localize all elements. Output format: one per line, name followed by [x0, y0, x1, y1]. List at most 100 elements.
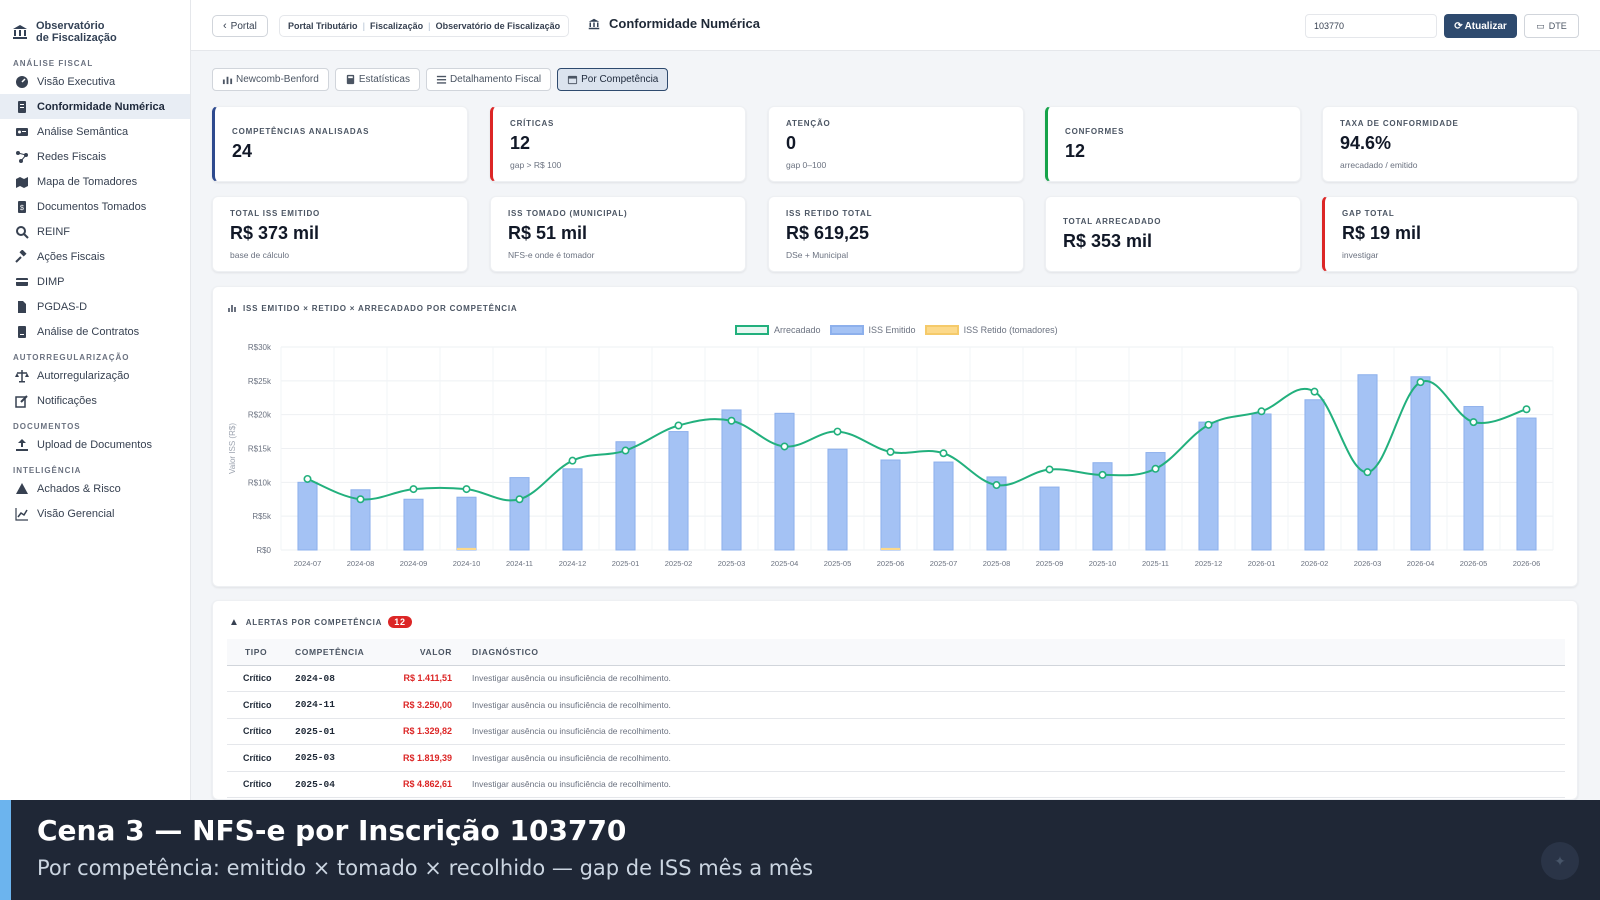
- sidebar-item-documentos-tomados[interactable]: $ Documentos Tomados: [0, 194, 190, 219]
- kpi-card: TAXA DE CONFORMIDADE 94.6% arrecadado / e…: [1322, 106, 1578, 182]
- cell-diagnostico: Investigar ausência ou insuficiência de …: [472, 744, 1565, 772]
- table-row[interactable]: Crítico 2025-04 R$ 4.862,61 Investigar a…: [227, 771, 1565, 798]
- legend-label: ISS Emitido: [868, 325, 916, 335]
- sidebar: Observatório de Fiscalização ANÁLISE FISC…: [0, 0, 191, 900]
- bar-iss-emitido: [1357, 374, 1378, 551]
- sidebar-item-achados-risco[interactable]: Achados & Risco: [0, 476, 190, 501]
- x-tick-label: 2026-06: [1513, 559, 1541, 568]
- point-arrecadado: [727, 416, 736, 425]
- cell-valor: R$ 3.250,00: [390, 691, 472, 719]
- sidebar-item-analise-de-contratos[interactable]: Análise de Contratos: [0, 319, 190, 344]
- y-tick-label: R$20k: [248, 411, 272, 420]
- kpi-sub: DSe + Municipal: [786, 249, 849, 260]
- list-icon: [436, 75, 447, 84]
- sidebar-item-pgdas-d[interactable]: PGDAS-D: [0, 294, 190, 319]
- x-tick-label: 2024-10: [453, 559, 481, 568]
- brand[interactable]: Observatório de Fiscalização: [0, 0, 190, 50]
- tab-newcomb-benford[interactable]: Newcomb-Benford: [212, 68, 329, 91]
- sidebar-item-redes-fiscais[interactable]: Redes Fiscais: [0, 144, 190, 169]
- legend-item-iss-emitido[interactable]: ISS Emitido: [829, 325, 916, 335]
- table-row[interactable]: Crítico 2024-11 R$ 3.250,00 Investigar a…: [227, 691, 1565, 719]
- sidebar-item-acoes-fiscais[interactable]: Ações Fiscais: [0, 244, 190, 269]
- tab-estatisticas[interactable]: Estatísticas: [334, 68, 420, 91]
- cell-valor: R$ 1.819,39: [390, 744, 472, 772]
- network-icon: [16, 150, 28, 163]
- y-tick-label: R$15k: [248, 445, 272, 454]
- breadcrumb-item[interactable]: Portal Tributário: [288, 21, 358, 31]
- page-title: Conformidade Numérica: [588, 16, 760, 31]
- tab-label: Detalhamento Fiscal: [449, 74, 542, 85]
- bar-iss-emitido: [297, 481, 318, 551]
- sidebar-item-autorregularizacao[interactable]: Autorregularização: [0, 363, 190, 388]
- calendar-icon: [568, 75, 578, 85]
- bar-iss-emitido: [1410, 376, 1431, 551]
- point-arrecadado: [1098, 470, 1107, 479]
- alerts-count-badge: 12: [388, 616, 412, 628]
- legend-label: ISS Retido (tomadores): [963, 325, 1058, 335]
- table-row[interactable]: Crítico 2024-08 R$ 1.411,51 Investigar a…: [227, 665, 1565, 692]
- sidebar-item-mapa-de-tomadores[interactable]: Mapa de Tomadores: [0, 169, 190, 194]
- dte-button[interactable]: ▭ DTE: [1524, 14, 1579, 38]
- kpi-label: TOTAL ARRECADADO: [1063, 216, 1162, 226]
- table-row[interactable]: Crítico 2025-01 R$ 1.329,82 Investigar a…: [227, 718, 1565, 745]
- id-card-icon: [16, 127, 28, 136]
- chart-icon: [228, 305, 236, 312]
- portal-label: Portal: [230, 20, 257, 32]
- kpi-sub: gap 0–100: [786, 159, 827, 170]
- sidebar-item-visao-executiva[interactable]: Visão Executiva: [0, 69, 190, 94]
- help-fab[interactable]: ✦: [1541, 842, 1579, 880]
- col-competencia[interactable]: COMPETÊNCIA: [295, 639, 390, 666]
- x-tick-label: 2024-12: [559, 559, 587, 568]
- sidebar-item-label: Visão Gerencial: [37, 507, 115, 520]
- cell-tipo: Crítico: [227, 771, 295, 798]
- cell-diagnostico: Investigar ausência ou insuficiência de …: [472, 665, 1565, 692]
- sidebar-section-label: ANÁLISE FISCAL: [13, 59, 94, 68]
- kpi-label: COMPETÊNCIAS ANALISADAS: [232, 126, 370, 136]
- breadcrumb-item[interactable]: Fiscalização: [370, 21, 424, 31]
- upload-icon: [16, 438, 28, 451]
- sidebar-item-analise-semantica[interactable]: Análise Semântica: [0, 119, 190, 144]
- sidebar-item-visao-gerencial[interactable]: Visão Gerencial: [0, 501, 190, 526]
- iss-chart: R$0 R$5k R$10k R$15k R$20k R$25k R$30k Valor IS…: [228, 343, 1554, 568]
- sidebar-item-dimp[interactable]: DIMP: [0, 269, 190, 294]
- sidebar-item-conformidade-numerica[interactable]: Conformidade Numérica: [0, 94, 190, 119]
- sidebar-item-reinf[interactable]: REINF: [0, 219, 190, 244]
- legend-item-arrecadado[interactable]: Arrecadado: [735, 325, 821, 335]
- bar-iss-emitido: [403, 498, 424, 551]
- kpi-label: CONFORMES: [1065, 126, 1125, 136]
- x-tick-label: 2026-04: [1407, 559, 1435, 568]
- document-icon: [18, 100, 26, 113]
- kpi-card: COMPETÊNCIAS ANALISADAS 24: [212, 106, 468, 182]
- breadcrumb-item[interactable]: Observatório de Fiscalização: [435, 21, 561, 31]
- bar-iss-emitido: [827, 448, 848, 551]
- sidebar-item-upload-de-documentos[interactable]: Upload de Documentos: [0, 432, 190, 457]
- portal-button[interactable]: ‹ Portal: [212, 15, 268, 37]
- tab-por-competencia[interactable]: Por Competência: [557, 68, 669, 91]
- inscricao-input[interactable]: [1305, 14, 1437, 38]
- col-diagnostico[interactable]: DIAGNÓSTICO: [472, 639, 1565, 666]
- col-valor[interactable]: VALOR: [390, 639, 472, 666]
- table-row[interactable]: Crítico 2025-03 R$ 1.819,39 Investigar a…: [227, 744, 1565, 772]
- warning-icon: [16, 482, 28, 494]
- point-arrecadado: [1310, 387, 1319, 396]
- legend-label: Arrecadado: [774, 325, 821, 335]
- sidebar-item-notificacoes[interactable]: Notificações: [0, 388, 190, 413]
- sidebar-item-label: PGDAS-D: [37, 300, 88, 313]
- point-arrecadado: [1045, 465, 1054, 474]
- sidebar-item-label: Redes Fiscais: [37, 150, 107, 163]
- tab-label: Newcomb-Benford: [236, 74, 319, 85]
- edit-icon: [15, 394, 28, 408]
- cell-tipo: Crítico: [227, 718, 295, 745]
- bar-iss-emitido: [1304, 399, 1325, 551]
- point-arrecadado: [1522, 405, 1531, 414]
- x-tick-label: 2025-10: [1089, 559, 1117, 568]
- col-tipo[interactable]: TIPO: [227, 639, 295, 666]
- institution-icon: [13, 25, 27, 39]
- kpi-value: R$ 619,25: [786, 222, 870, 243]
- chart-icon: [222, 76, 233, 85]
- update-button[interactable]: ⟳ Atualizar: [1444, 14, 1517, 38]
- legend-item-iss-retido[interactable]: ISS Retido (tomadores): [924, 325, 1058, 335]
- sidebar-item-label: Mapa de Tomadores: [37, 175, 138, 188]
- kpi-value: 0: [786, 132, 797, 153]
- tab-detalhamento-fiscal[interactable]: Detalhamento Fiscal: [425, 68, 552, 91]
